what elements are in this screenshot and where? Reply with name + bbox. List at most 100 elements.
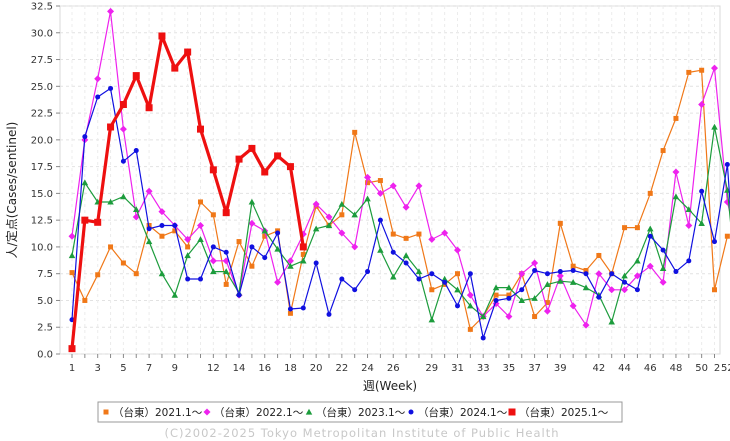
data-point [429,287,435,293]
y-axis-title: 人/定点(Cases/sentinel) [4,122,19,259]
data-point [184,252,191,259]
data-point [82,134,88,140]
legend-item: （台東）2023.1～ [305,406,406,419]
data-point [596,252,602,258]
data-point [544,300,550,306]
data-point [428,235,436,243]
data-point [120,260,126,266]
data-point [647,233,653,239]
data-point [622,225,628,231]
legend-item: （台東）2024.1～ [408,406,508,419]
y-tick-label: 30.0 [31,28,53,39]
copyright-text: (C)2002-2025 Tokyo Metropolitan Institut… [164,426,559,440]
plot-area [59,5,721,355]
x-tick-label: 26 [387,363,400,374]
data-point [621,272,628,279]
data-point [325,213,333,221]
data-point [158,32,166,40]
data-point [248,198,256,205]
data-point [672,168,680,176]
y-tick-label: 22.5 [31,109,53,120]
data-point [466,291,474,299]
data-point [68,252,76,259]
data-point [467,271,473,277]
data-point [108,244,114,250]
data-point [197,236,204,243]
data-point [312,225,320,232]
data-point [132,72,140,80]
data-point [364,195,371,202]
data-point [506,295,512,301]
data-point [261,168,269,176]
data-point [480,335,486,341]
data-point [570,267,576,273]
legend-item: （台東）2022.1～ [203,406,304,419]
data-point [197,125,204,133]
data-point [103,409,109,415]
data-point [711,64,718,72]
data-point [673,115,679,121]
data-point [275,230,281,236]
data-point [441,275,448,282]
data-point [158,270,166,277]
data-point [351,243,359,251]
data-point [544,271,550,277]
x-tick-label: 5 [120,363,126,374]
data-point [249,244,255,250]
data-point [543,307,551,315]
data-point [621,286,629,294]
data-point [248,144,256,152]
data-point [479,313,487,320]
data-point [724,233,730,239]
data-point [313,260,319,266]
legend-label: （台東）2022.1～ [214,406,304,419]
y-tick-label: 10.0 [31,242,53,253]
data-point [698,101,706,109]
data-point [493,292,499,298]
data-point [647,190,653,196]
data-point [402,203,410,211]
data-point [672,193,680,200]
x-tick-label: 31 [451,363,464,374]
data-point [428,316,436,323]
data-point [197,222,204,230]
data-point [365,269,371,275]
data-point [184,235,192,243]
data-point [415,182,423,190]
series-line [71,69,728,330]
y-tick-label: 15.0 [31,189,53,200]
data-point [107,123,115,131]
data-point [236,292,242,298]
data-point [377,246,384,253]
data-point [455,303,460,309]
data-point [94,75,102,83]
data-point [209,166,217,174]
data-point [583,267,589,273]
data-point [557,220,563,226]
data-point [339,212,345,218]
data-point [660,148,666,154]
data-point [145,104,153,112]
x-tick-label: 44 [618,363,631,374]
data-point [467,326,473,332]
data-point [389,182,397,190]
data-point [107,198,114,205]
x-tick-label: 48 [670,363,683,374]
data-point [287,262,294,269]
data-point [454,246,461,254]
y-tick-label: 17.5 [31,162,53,173]
data-point [376,189,384,197]
data-point [634,287,640,293]
legend-label: （台東）2023.1～ [316,406,406,419]
data-point [415,268,423,275]
data-point [198,276,203,282]
data-point [377,217,383,223]
data-point [120,193,127,200]
data-point [172,228,178,234]
data-point [159,223,165,229]
data-point [185,244,191,250]
legend-item: （台東）2025.1～ [508,406,609,419]
data-point [595,270,603,278]
data-point [107,7,115,15]
